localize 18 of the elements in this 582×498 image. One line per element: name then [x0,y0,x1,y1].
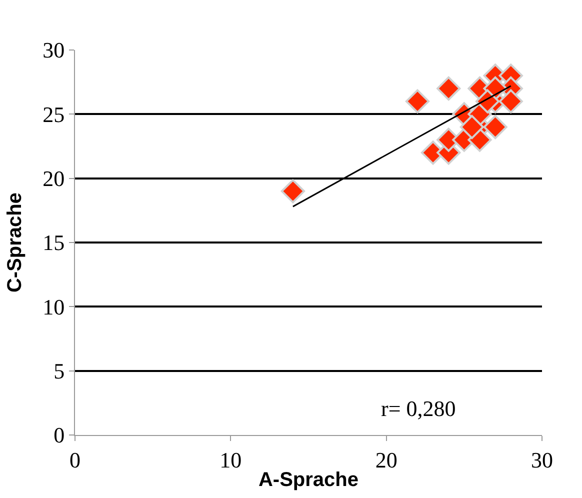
x-tick-label: 10 [220,447,242,472]
x-tick-label: 30 [531,447,553,472]
x-tick-label: 0 [70,447,80,472]
point [405,89,430,114]
y-tick-label: 20 [42,166,65,192]
x-axis-title: A-Sprache [258,468,359,491]
y-tick-label: 5 [54,358,65,384]
x-tick-label: 20 [375,447,398,472]
annotation: r= 0,280 [381,396,456,421]
y-axis-title: C-Sprache [4,192,26,293]
point [436,76,461,101]
y-tick-label: 25 [42,102,65,127]
y-tick-label: 10 [42,294,65,320]
y-tick-label: 15 [42,230,65,256]
y-tick-label: 30 [42,38,65,63]
point [280,179,305,204]
point [498,89,523,114]
y-tick-label: 0 [54,422,65,448]
